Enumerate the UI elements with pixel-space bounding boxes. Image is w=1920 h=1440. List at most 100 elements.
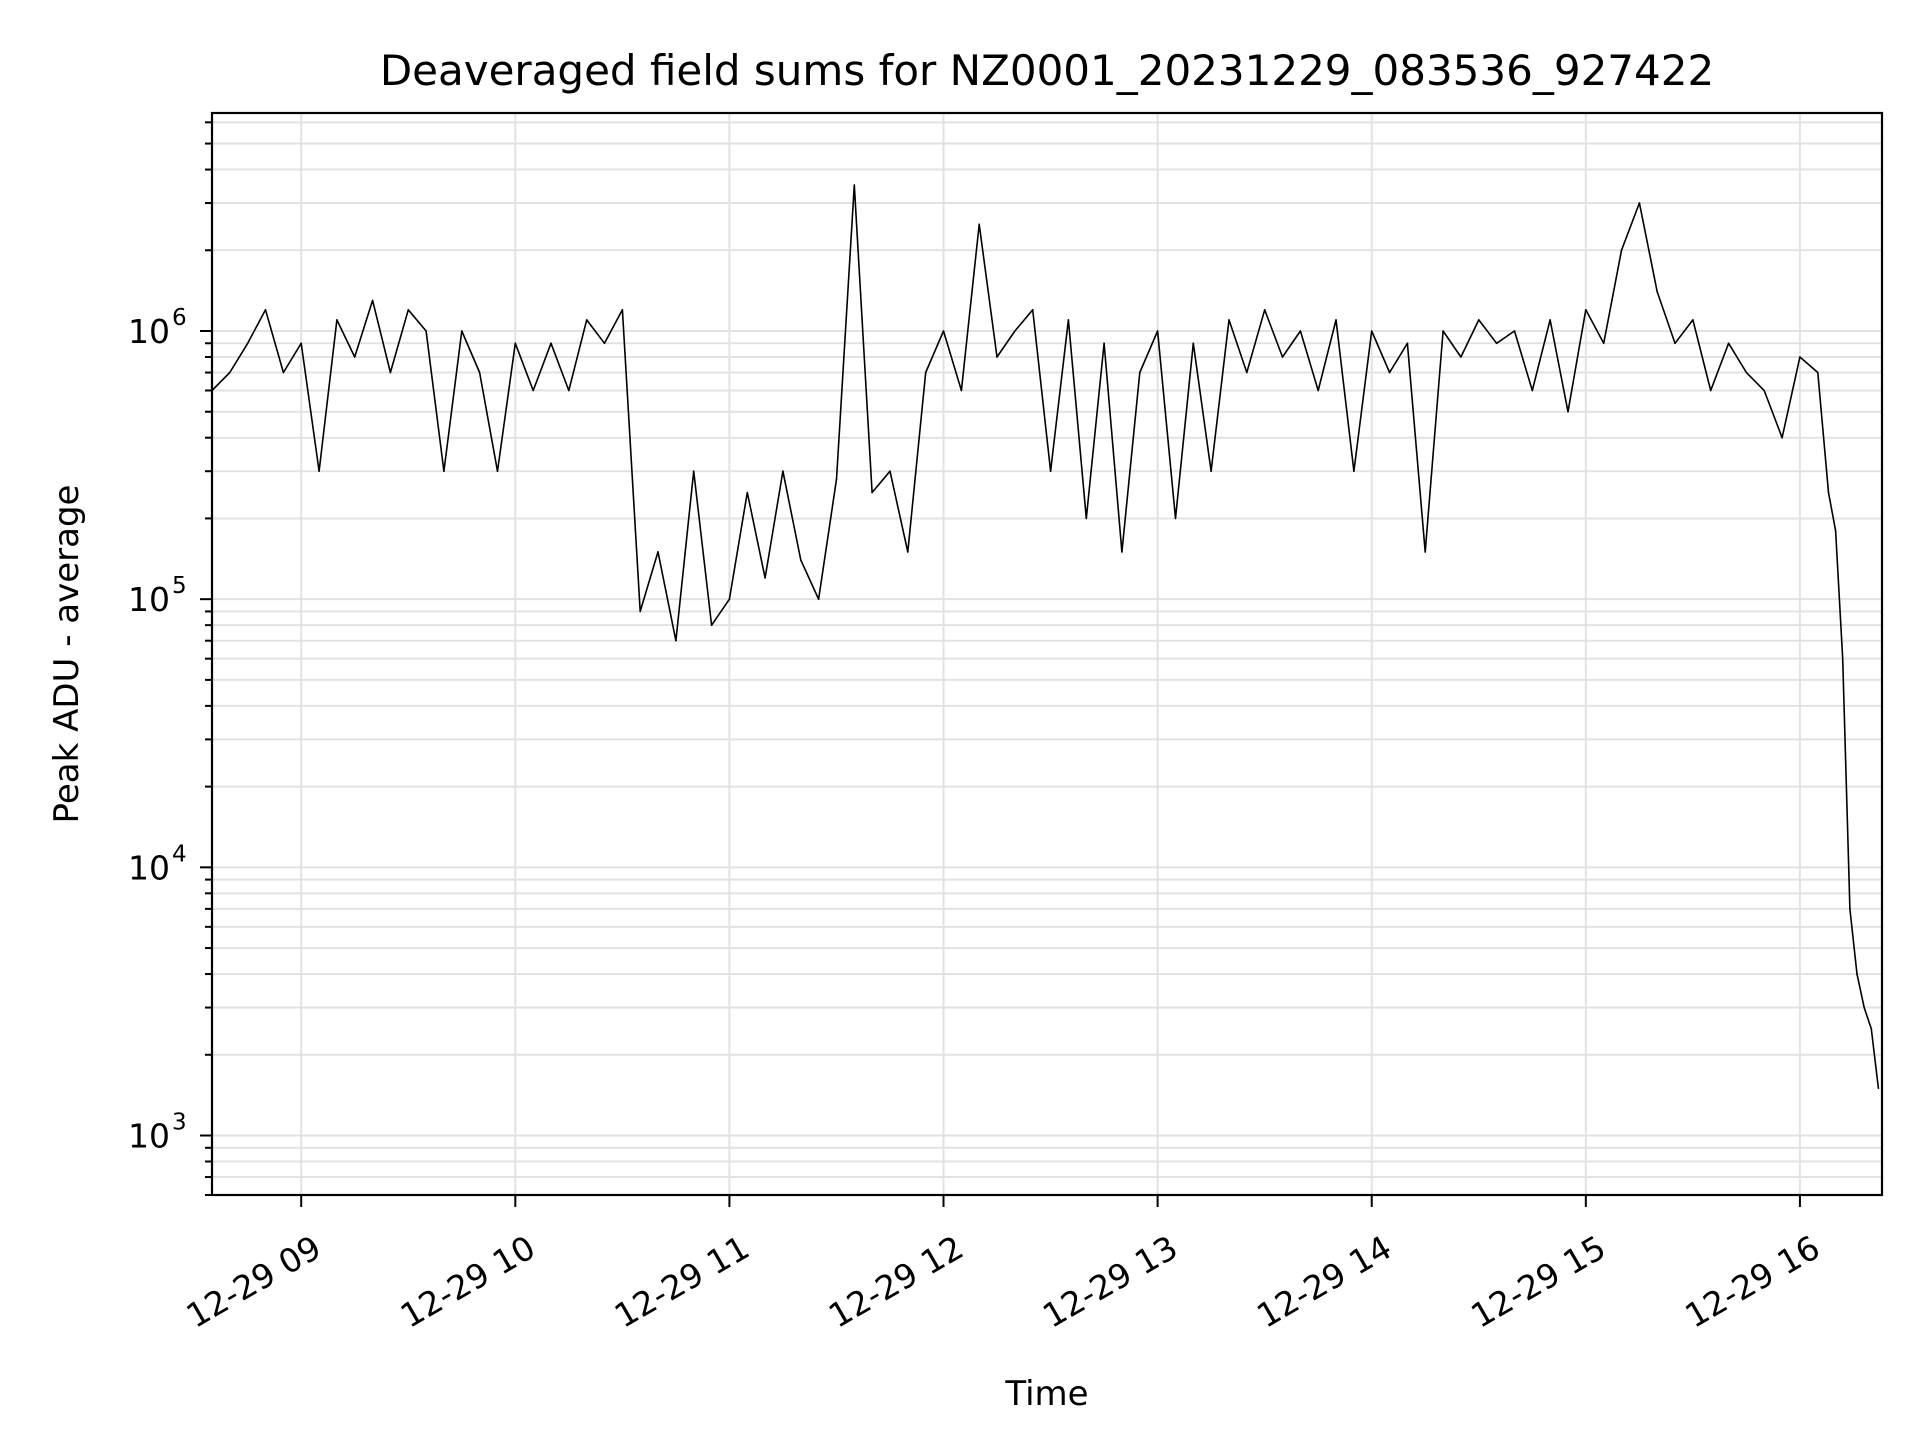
data-point (1049, 470, 1052, 473)
data-point (1849, 908, 1851, 910)
data-point (532, 389, 534, 392)
data-point (728, 598, 731, 600)
data-point (960, 389, 963, 392)
y-tick-label: 10 (128, 580, 170, 619)
data-point (1103, 342, 1105, 345)
data-point (710, 624, 713, 626)
data-point (300, 342, 303, 345)
data-point (853, 184, 856, 186)
data-point (1014, 330, 1016, 332)
data-point (318, 470, 320, 473)
data-point (1781, 436, 1783, 439)
data-point (478, 371, 481, 374)
y-tick-exponent: 6 (172, 305, 187, 331)
data-point (229, 371, 231, 374)
data-point (1495, 342, 1498, 345)
data-point (871, 491, 873, 494)
data-point (1335, 319, 1337, 321)
data-point (1531, 389, 1534, 392)
data-point (1281, 356, 1284, 358)
data-point (1174, 517, 1177, 520)
data-point (461, 330, 463, 332)
data-point (264, 309, 267, 311)
data-point (1460, 356, 1462, 358)
data-point (907, 551, 909, 553)
data-point (1370, 330, 1373, 332)
data-point (889, 470, 891, 473)
data-point (443, 470, 445, 473)
data-point (1406, 342, 1409, 345)
data-point (282, 371, 285, 374)
data-point (389, 371, 392, 374)
series-layer (211, 184, 1880, 1090)
data-point (1674, 342, 1676, 345)
x-axis-label: Time (1004, 1374, 1088, 1414)
data-point (639, 610, 641, 613)
data-point (1841, 657, 1844, 660)
data-point (1763, 389, 1765, 392)
data-point (1834, 529, 1837, 532)
y-tick-exponent: 3 (172, 1110, 187, 1136)
data-point (1156, 330, 1159, 332)
data-point (1353, 470, 1355, 473)
data-point (585, 319, 588, 321)
data-point (603, 342, 606, 345)
data-point (1424, 551, 1426, 553)
y-tick-exponent: 4 (172, 841, 187, 867)
plot-frame (210, 111, 1884, 1197)
data-point (1549, 319, 1551, 321)
data-point (1863, 1006, 1865, 1009)
data-point (817, 598, 820, 600)
data-point (675, 639, 677, 642)
data-point (978, 223, 980, 226)
data-point (371, 299, 374, 302)
data-point (496, 470, 499, 473)
data-point (1299, 330, 1302, 332)
data-point (764, 577, 766, 579)
data-point (353, 356, 356, 358)
data-point (942, 330, 945, 332)
data-point (1567, 410, 1569, 413)
data-point (782, 470, 784, 473)
data-point (924, 371, 927, 374)
data-point (1656, 291, 1658, 293)
data-point (1799, 356, 1801, 358)
data-point (1856, 973, 1858, 975)
y-tick-label: 10 (128, 312, 170, 351)
data-point (246, 342, 249, 345)
data-point (1478, 319, 1480, 321)
data-point (1513, 330, 1516, 332)
data-point (1031, 309, 1034, 311)
data-point (550, 342, 552, 345)
data-point (800, 559, 802, 561)
y-tick-exponent: 5 (172, 573, 187, 599)
data-point (1877, 1087, 1880, 1090)
data-point (336, 319, 338, 321)
data-point (1870, 1028, 1873, 1030)
data-point (1602, 342, 1605, 345)
data-point (1827, 491, 1830, 494)
data-point (1585, 309, 1587, 311)
data-point (1388, 371, 1391, 374)
data-point (425, 330, 427, 332)
data-point (1192, 342, 1195, 345)
data-point (1620, 249, 1623, 252)
data-point (621, 309, 624, 311)
data-point (1727, 342, 1730, 345)
data-point (1210, 470, 1212, 473)
data-point (835, 478, 838, 481)
data-point (1121, 551, 1123, 553)
data-point (996, 356, 998, 358)
data-point (692, 470, 695, 473)
data-point (514, 342, 517, 345)
data-point (1246, 371, 1248, 374)
data-point (1817, 371, 1819, 374)
data-point (1692, 319, 1694, 321)
data-point (746, 491, 749, 494)
data-point (1263, 309, 1266, 311)
chart-title: Deaveraged field sums for NZ0001_2023122… (380, 46, 1714, 95)
data-point (568, 389, 570, 392)
